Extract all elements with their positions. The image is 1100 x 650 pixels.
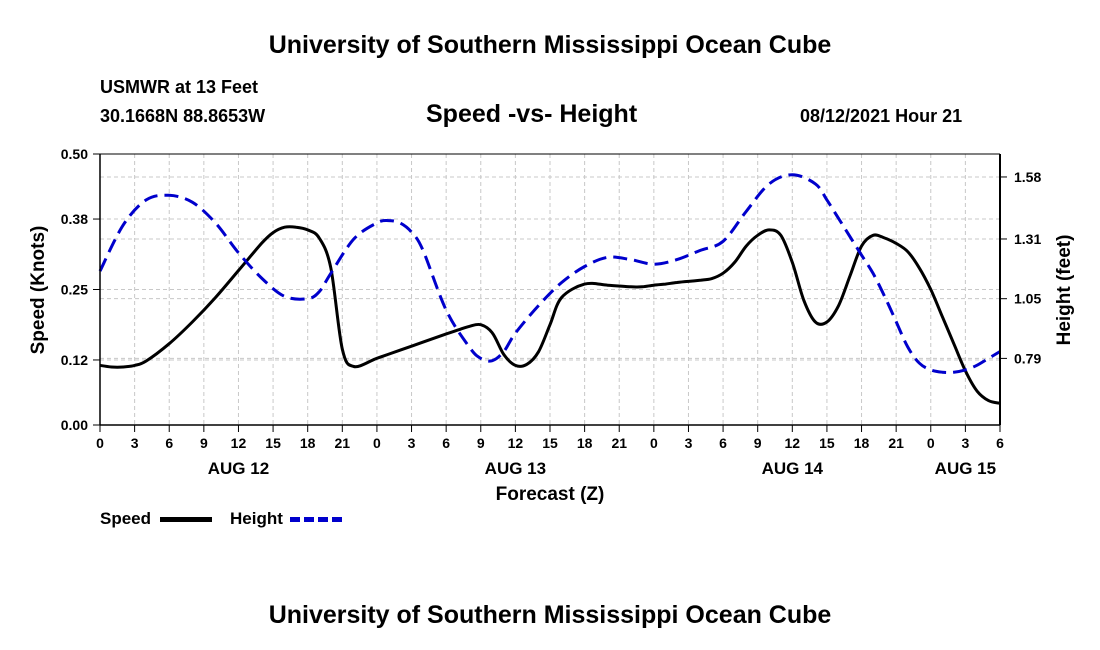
x-tick-label: 3 (961, 435, 969, 451)
x-tick-label: 3 (131, 435, 139, 451)
y-tick-label: 0.38 (61, 211, 88, 227)
x-tick-label: 0 (927, 435, 935, 451)
x-tick-label: 9 (754, 435, 762, 451)
legend-speed-swatch (160, 517, 212, 522)
x-tick-label: 12 (231, 435, 247, 451)
page-title: University of Southern Mississippi Ocean… (268, 31, 832, 59)
y2-tick-label: 1.58 (1014, 169, 1041, 185)
x-tick-label: 12 (785, 435, 801, 451)
x-date-label: AUG 15 (935, 459, 996, 478)
legend-height-label: Height (230, 509, 283, 528)
footer-title: University of Southern Mississippi Ocean… (268, 601, 832, 629)
x-tick-label: 9 (200, 435, 208, 451)
forecast-datetime: 08/12/2021 Hour 21 (800, 106, 963, 126)
x-tick-label: 6 (996, 435, 1004, 451)
chart-series (98, 173, 1001, 405)
speed-height-chart: 0 3 6 9 12 15 18 21 0 3 6 9 12 15 18 21 0 3 6 9 12 15 18 21 0 3 6 0… (28, 146, 1075, 505)
x-axis-label: Forecast (Z) (496, 484, 605, 505)
x-tick-label: 3 (685, 435, 693, 451)
x-tick-label: 0 (650, 435, 658, 451)
y-tick-label: 0.25 (61, 282, 88, 298)
chart-title: Speed -vs- Height (426, 100, 638, 128)
x-tick-label: 3 (408, 435, 416, 451)
station-coords: 30.1668N 88.8653W (100, 106, 266, 126)
y-tick-label: 0.12 (61, 352, 88, 368)
x-tick-label: 18 (854, 435, 870, 451)
x-tick-label: 18 (300, 435, 316, 451)
x-tick-label: 18 (577, 435, 593, 451)
x-tick-label: 6 (442, 435, 450, 451)
x-tick-label: 12 (508, 435, 524, 451)
x-date-label: AUG 13 (485, 459, 546, 478)
y-tick-label: 0.00 (61, 417, 88, 433)
y2-axis-label: Height (feet) (1054, 235, 1075, 346)
x-tick-label: 21 (611, 435, 627, 451)
y2-tick-label: 0.79 (1014, 350, 1041, 366)
x-tick-label: 6 (165, 435, 173, 451)
chart-grid (100, 154, 1000, 425)
legend-speed-label: Speed (100, 509, 152, 528)
y-tick-label: 0.50 (61, 146, 88, 162)
station-label: USMWR at 13 Feet (100, 77, 259, 97)
series-line-height (98, 173, 1001, 374)
series-line-speed (99, 225, 1001, 405)
x-tick-label: 6 (719, 435, 727, 451)
x-date-label: AUG 14 (762, 459, 824, 478)
x-tick-label: 0 (373, 435, 381, 451)
y2-tick-label: 1.05 (1014, 291, 1041, 307)
x-tick-label: 21 (888, 435, 904, 451)
legend-height-swatch (290, 517, 342, 522)
x-tick-label: 15 (819, 435, 835, 451)
x-tick-label: 9 (477, 435, 485, 451)
y2-tick-label: 1.31 (1014, 231, 1041, 247)
chart-axes: 0 3 6 9 12 15 18 21 0 3 6 9 12 15 18 21 0 3 6 9 12 15 18 21 0 3 6 0… (61, 146, 1042, 478)
y-axis-label: Speed (Knots) (28, 226, 49, 355)
x-tick-label: 0 (96, 435, 104, 451)
x-tick-label: 21 (335, 435, 351, 451)
x-tick-label: 15 (265, 435, 281, 451)
x-date-label: AUG 12 (208, 459, 269, 478)
x-tick-label: 15 (542, 435, 558, 451)
